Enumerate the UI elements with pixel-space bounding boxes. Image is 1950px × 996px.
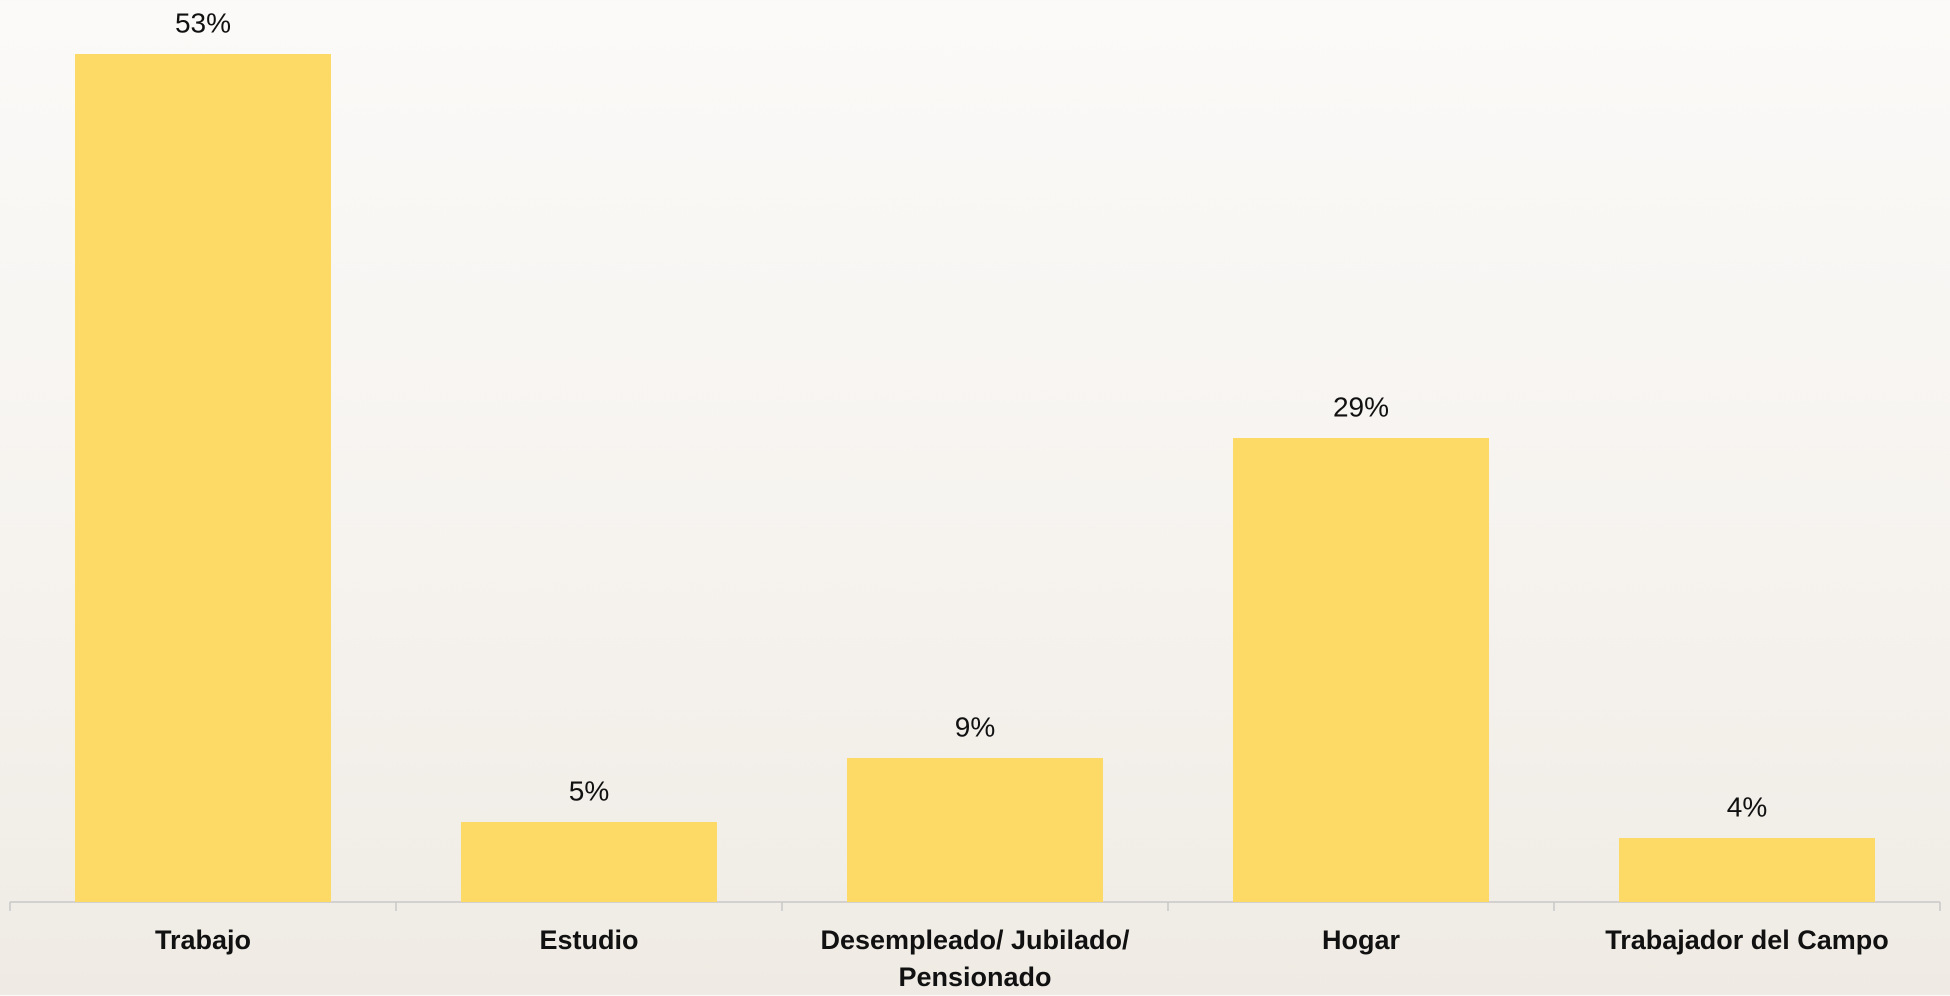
x-tick-label: Desempleado/ Jubilado/ Pensionado bbox=[820, 925, 1130, 992]
bar bbox=[847, 758, 1103, 902]
x-tick-label: Trabajo bbox=[154, 925, 252, 955]
value-label: 4% bbox=[1727, 791, 1767, 822]
bar bbox=[1619, 838, 1875, 902]
bar bbox=[461, 822, 717, 902]
x-tick-label: Hogar bbox=[1321, 925, 1400, 955]
value-label: 5% bbox=[569, 775, 609, 806]
bar bbox=[1233, 438, 1489, 902]
value-label: 9% bbox=[955, 711, 995, 742]
x-tick-label: Estudio bbox=[539, 925, 639, 955]
x-tick-label: Trabajador del Campo bbox=[1605, 925, 1889, 955]
value-label: 29% bbox=[1333, 391, 1389, 422]
value-label: 53% bbox=[175, 7, 231, 38]
bar bbox=[75, 54, 331, 902]
